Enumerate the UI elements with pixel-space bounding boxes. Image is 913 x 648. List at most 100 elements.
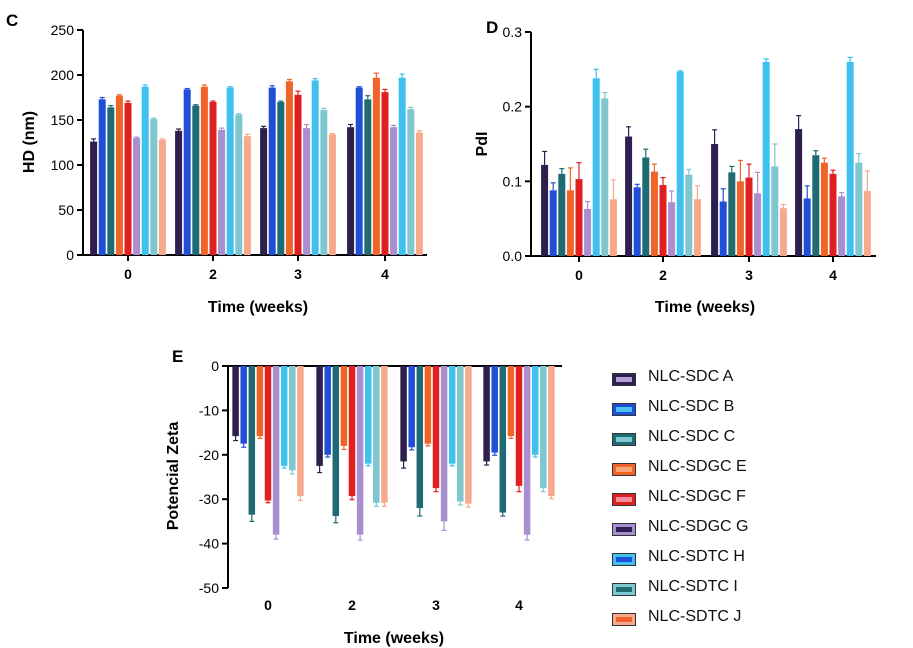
bar-e (280, 366, 288, 466)
legend-swatch (612, 553, 636, 566)
bar-e (316, 366, 323, 466)
x-tick-label-c: 2 (209, 266, 217, 282)
y-tick-label-c: 0 (66, 247, 74, 263)
bar-e (373, 366, 380, 503)
panel-label-e: E (172, 347, 183, 366)
legend-label: NLC-SDGC E (648, 458, 747, 475)
bar-c (364, 99, 372, 255)
bar-e (416, 366, 424, 509)
y-tick-label-c: 200 (51, 67, 75, 83)
bar-d (549, 190, 557, 256)
bar-c (372, 77, 380, 255)
bar-c (398, 77, 406, 255)
legend-label: NLC-SDGC F (648, 488, 746, 505)
x-tick-label-d: 3 (745, 267, 753, 283)
bar-d (771, 166, 779, 256)
bar-e (499, 366, 507, 513)
bar-c (277, 102, 285, 255)
bar-d (558, 173, 566, 256)
bar-d (541, 164, 549, 256)
bar-c (200, 86, 208, 255)
legend-label: NLC-SDGC G (648, 518, 749, 535)
bar-c (355, 87, 363, 255)
bar-d (642, 157, 650, 256)
bar-e (297, 366, 304, 497)
bar-d (846, 61, 854, 256)
legend-swatch (612, 613, 636, 626)
bar-e (465, 366, 472, 504)
y-tick-label-d: 0.2 (503, 99, 523, 115)
bar-c (158, 139, 166, 255)
x-axis-label-hd: Time (weeks) (208, 299, 308, 316)
x-tick-label-d: 2 (659, 267, 667, 283)
x-axis-label-pdi: Time (weeks) (655, 299, 755, 316)
bar-e (348, 366, 356, 497)
bar-e (356, 366, 364, 535)
bar-d (609, 199, 617, 256)
bar-d (685, 174, 693, 256)
legend-swatch (612, 433, 636, 446)
legend-label: NLC-SDTC I (648, 578, 738, 595)
y-tick-label-c: 150 (51, 112, 75, 128)
legend-label: NLC-SDC C (648, 428, 736, 445)
bar-d (745, 177, 753, 256)
bar-e (364, 366, 372, 464)
legend-label: NLC-SDC B (648, 398, 735, 415)
bar-d (719, 201, 727, 256)
legend-label: NLC-SDTC J (648, 608, 742, 625)
bar-d (693, 199, 701, 256)
x-tick-label-c: 4 (381, 266, 389, 282)
bar-c (107, 107, 115, 256)
x-tick-label-e: 3 (432, 597, 440, 613)
bar-d (762, 61, 770, 256)
chart-hd: C HD (nm) Time (weeks) 0 50 100 150 200 250 0 2… (6, 11, 427, 316)
legend-swatch (612, 403, 636, 416)
bar-e (232, 366, 239, 437)
bar-c (175, 130, 183, 255)
bar-e (540, 366, 547, 489)
x-tick-label-c: 0 (124, 266, 132, 282)
y-tick-label-e: -30 (199, 491, 219, 507)
bar-c (115, 95, 123, 255)
bar-c (303, 128, 311, 255)
bar-c (209, 102, 217, 255)
bar-d (584, 208, 592, 256)
legend-swatch (612, 493, 636, 506)
bar-e (248, 366, 256, 515)
bar-c (328, 134, 336, 255)
bar-e (332, 366, 340, 517)
legend-item: NLC-SDGC G (612, 516, 872, 546)
bar-d (754, 193, 762, 256)
bar-d (863, 191, 871, 256)
y-tick-label-e: -10 (199, 402, 219, 418)
bar-d (676, 71, 684, 256)
bar-c (311, 80, 319, 256)
bar-d (592, 78, 600, 256)
legend-item: NLC-SDC A (612, 366, 872, 396)
legend-swatch (612, 583, 636, 596)
bar-e (548, 366, 555, 497)
bar-c (243, 136, 251, 255)
bar-c (218, 129, 226, 255)
y-tick-label-d: 0.0 (503, 248, 523, 264)
y-tick-label-c: 50 (58, 202, 74, 218)
bar-c (320, 110, 328, 255)
bar-d (779, 208, 787, 256)
legend-item: NLC-SDTC H (612, 546, 872, 576)
legend-item: NLC-SDTC I (612, 576, 872, 606)
bar-e (340, 366, 348, 446)
bar-e (408, 366, 415, 448)
legend-item: NLC-SDC B (612, 396, 872, 426)
bar-c (407, 109, 415, 255)
bar-e (240, 366, 247, 444)
x-tick-label-e: 4 (515, 597, 523, 613)
x-tick-label-c: 3 (294, 266, 302, 282)
bar-e (448, 366, 456, 464)
legend-item: NLC-SDGC E (612, 456, 872, 486)
panel-label-c: C (6, 11, 18, 30)
bar-c (415, 132, 423, 255)
bar-d (728, 172, 736, 256)
y-tick-label-c: 100 (51, 157, 75, 173)
bar-e (523, 366, 531, 535)
